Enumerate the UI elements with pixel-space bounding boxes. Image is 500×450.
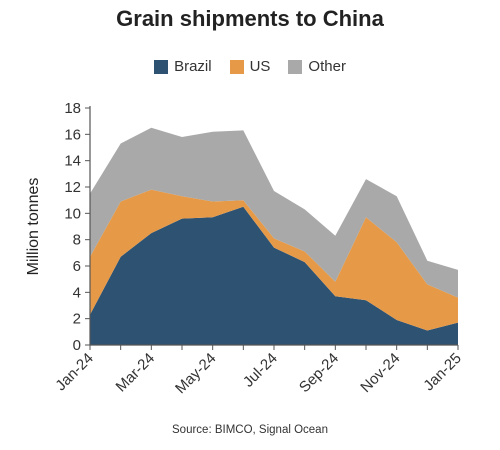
y-tick-label-4: 4 xyxy=(73,284,81,301)
x-tick-label-Nov-24: Nov-24 xyxy=(357,350,403,396)
legend-item-other: Other xyxy=(288,58,346,75)
legend-label-other: Other xyxy=(308,58,346,75)
x-tick-label-May-24: May-24 xyxy=(172,350,219,397)
y-tick-label-16: 16 xyxy=(64,126,81,143)
x-tick-label-Sep-24: Sep-24 xyxy=(296,350,342,396)
y-tick-label-14: 14 xyxy=(64,153,81,170)
legend-swatch-us xyxy=(229,59,244,74)
y-tick-label-10: 10 xyxy=(64,205,81,222)
legend-label-brazil: Brazil xyxy=(174,58,212,75)
y-tick-label-0: 0 xyxy=(73,337,81,354)
area-us xyxy=(90,189,458,331)
y-tick-label-18: 18 xyxy=(64,100,81,117)
x-tick-label-Jul-24: Jul-24 xyxy=(240,350,281,391)
area-other xyxy=(90,127,458,298)
legend-swatch-brazil xyxy=(154,59,169,74)
y-tick-label-12: 12 xyxy=(64,179,81,196)
x-tick-label-Jan-24: Jan-24 xyxy=(52,350,96,394)
legend: Brazil US Other xyxy=(0,58,500,75)
legend-swatch-other xyxy=(288,59,303,74)
legend-item-us: US xyxy=(229,58,271,75)
legend-item-brazil: Brazil xyxy=(154,58,212,75)
y-tick-label-8: 8 xyxy=(73,232,81,249)
x-tick-label-Jan-25: Jan-25 xyxy=(420,350,464,394)
y-axis-label: Million tonnes xyxy=(25,178,42,276)
legend-label-us: US xyxy=(249,58,271,75)
y-tick-label-6: 6 xyxy=(73,258,81,275)
y-tick-label-2: 2 xyxy=(73,311,81,328)
area-brazil xyxy=(90,206,458,345)
x-tick-label-Mar-24: Mar-24 xyxy=(113,350,159,396)
chart-title: Grain shipments to China xyxy=(116,6,384,31)
source-note: Source: BIMCO, Signal Ocean xyxy=(172,424,328,436)
